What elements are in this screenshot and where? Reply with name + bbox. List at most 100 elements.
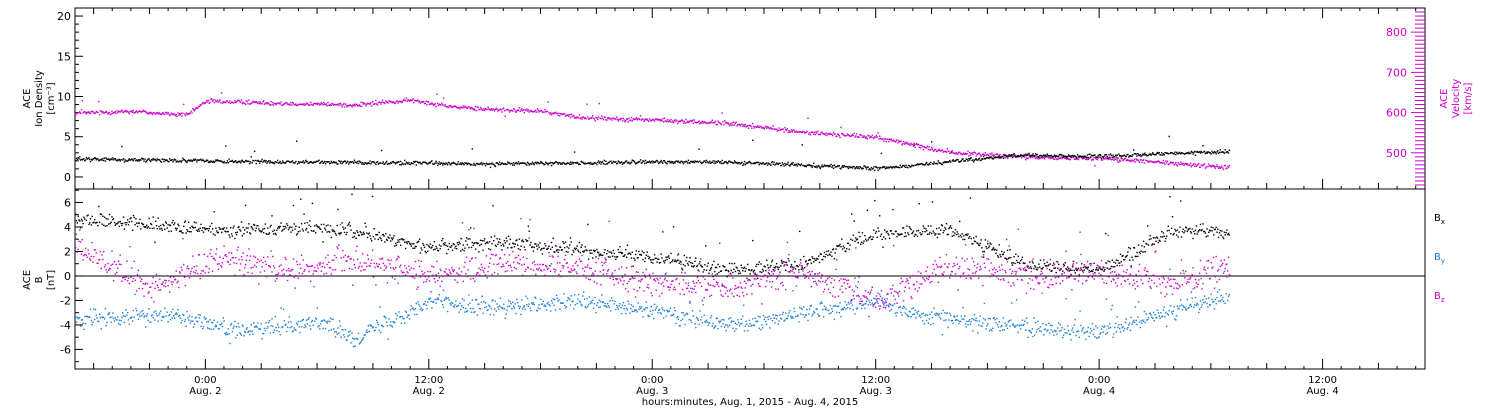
- density-points-point: [209, 162, 210, 163]
- bx-points-point: [435, 246, 436, 247]
- bx-points-point: [282, 229, 283, 230]
- by-points-point: [1075, 319, 1076, 320]
- by-points-point: [1092, 323, 1093, 324]
- by-points-point: [779, 314, 780, 315]
- by-points-point: [445, 297, 446, 298]
- density-points-point: [598, 160, 599, 161]
- velocity-points-point: [208, 100, 209, 101]
- by-points-point: [1147, 319, 1148, 320]
- by-points-point: [311, 321, 312, 322]
- density-points-point: [277, 160, 278, 161]
- bx-points-point: [604, 252, 605, 253]
- velocity-points-point: [1061, 158, 1062, 159]
- velocity-points-point: [514, 109, 515, 110]
- by-points-point: [397, 315, 398, 316]
- density-points-point: [662, 163, 663, 164]
- velocity-points-point: [809, 132, 810, 133]
- by-points-point: [468, 294, 469, 295]
- by-points-point: [194, 324, 195, 325]
- density-points-point: [788, 162, 789, 163]
- density-points-point: [1117, 157, 1118, 158]
- by-points-point: [478, 304, 479, 305]
- bx-points-point: [193, 227, 194, 228]
- density-points-point: [1219, 152, 1220, 153]
- velocity-points-point: [487, 107, 488, 108]
- velocity-points-point: [1131, 161, 1132, 162]
- by-points-point: [354, 338, 355, 339]
- by-points-point: [1173, 311, 1174, 312]
- by-points-point: [895, 313, 896, 314]
- velocity-points-point: [676, 120, 677, 121]
- density-points-point: [1195, 155, 1196, 156]
- velocity-points-point: [131, 110, 132, 111]
- by-points-point: [930, 324, 931, 325]
- by-points-point: [1066, 332, 1067, 333]
- bx-points-point: [214, 211, 215, 212]
- by-points-point: [1163, 310, 1164, 311]
- by-points-point: [746, 324, 747, 325]
- velocity-points-point: [494, 110, 495, 111]
- by-points-point: [243, 335, 244, 336]
- by-points-point: [1079, 310, 1080, 311]
- by-points-point: [512, 302, 513, 303]
- by-points-point: [691, 322, 692, 323]
- density-points-point: [832, 165, 833, 166]
- bx-points-point: [330, 225, 331, 226]
- density-points-point: [602, 161, 603, 162]
- by-points-point: [877, 301, 878, 302]
- bx-points-point: [578, 251, 579, 252]
- by-points-point: [496, 310, 497, 311]
- velocity-points-point: [959, 152, 960, 153]
- by-points-point: [298, 321, 299, 322]
- density-points-point: [698, 161, 699, 162]
- density-points-point: [622, 164, 623, 165]
- by-points-point: [871, 300, 872, 301]
- velocity-points-point: [1192, 165, 1193, 166]
- density-points-point: [552, 162, 553, 163]
- velocity-points-point: [724, 120, 725, 121]
- by-points-point: [425, 301, 426, 302]
- by-points-point: [1186, 309, 1187, 310]
- density-points-point: [823, 166, 824, 167]
- velocity-points-point: [526, 108, 527, 109]
- by-points-point: [1169, 310, 1170, 311]
- bx-points-point: [172, 222, 173, 223]
- by-points-point: [599, 300, 600, 301]
- velocity-points-point: [1220, 167, 1221, 168]
- bx-points-point: [322, 241, 323, 242]
- by-points-point: [929, 318, 930, 319]
- by-points-point: [1170, 305, 1171, 306]
- density-points-point: [973, 161, 974, 162]
- by-points-point: [721, 326, 722, 327]
- density-points-point: [655, 162, 656, 163]
- by-points-point: [577, 298, 578, 299]
- by-points-point: [854, 298, 855, 299]
- by-points-point: [142, 310, 143, 311]
- density-points-point: [770, 165, 771, 166]
- bx-points-point: [266, 234, 267, 235]
- density-points-point: [669, 161, 670, 162]
- bx-points-point: [468, 238, 469, 239]
- by-points-point: [1117, 316, 1118, 317]
- by-points-point: [1131, 317, 1132, 318]
- density-points-point: [485, 165, 486, 166]
- velocity-points-point: [1070, 159, 1071, 160]
- bx-points-point: [609, 256, 610, 257]
- by-points-point: [749, 320, 750, 321]
- velocity-points-point: [1093, 159, 1094, 160]
- density-points-point: [834, 165, 835, 166]
- by-points-point: [784, 319, 785, 320]
- density-points-point: [490, 167, 491, 168]
- velocity-points-point: [677, 123, 678, 124]
- velocity-points-point: [711, 121, 712, 122]
- bx-points-point: [569, 244, 570, 245]
- density-points-point: [933, 161, 934, 162]
- by-points-point: [651, 306, 652, 307]
- by-points-point: [1119, 328, 1120, 329]
- density-points-point: [830, 166, 831, 167]
- by-points-point: [809, 308, 810, 309]
- density-points-point: [380, 162, 381, 163]
- bx-points-point: [423, 245, 424, 246]
- velocity-points-point: [491, 110, 492, 111]
- density-points-point: [713, 163, 714, 164]
